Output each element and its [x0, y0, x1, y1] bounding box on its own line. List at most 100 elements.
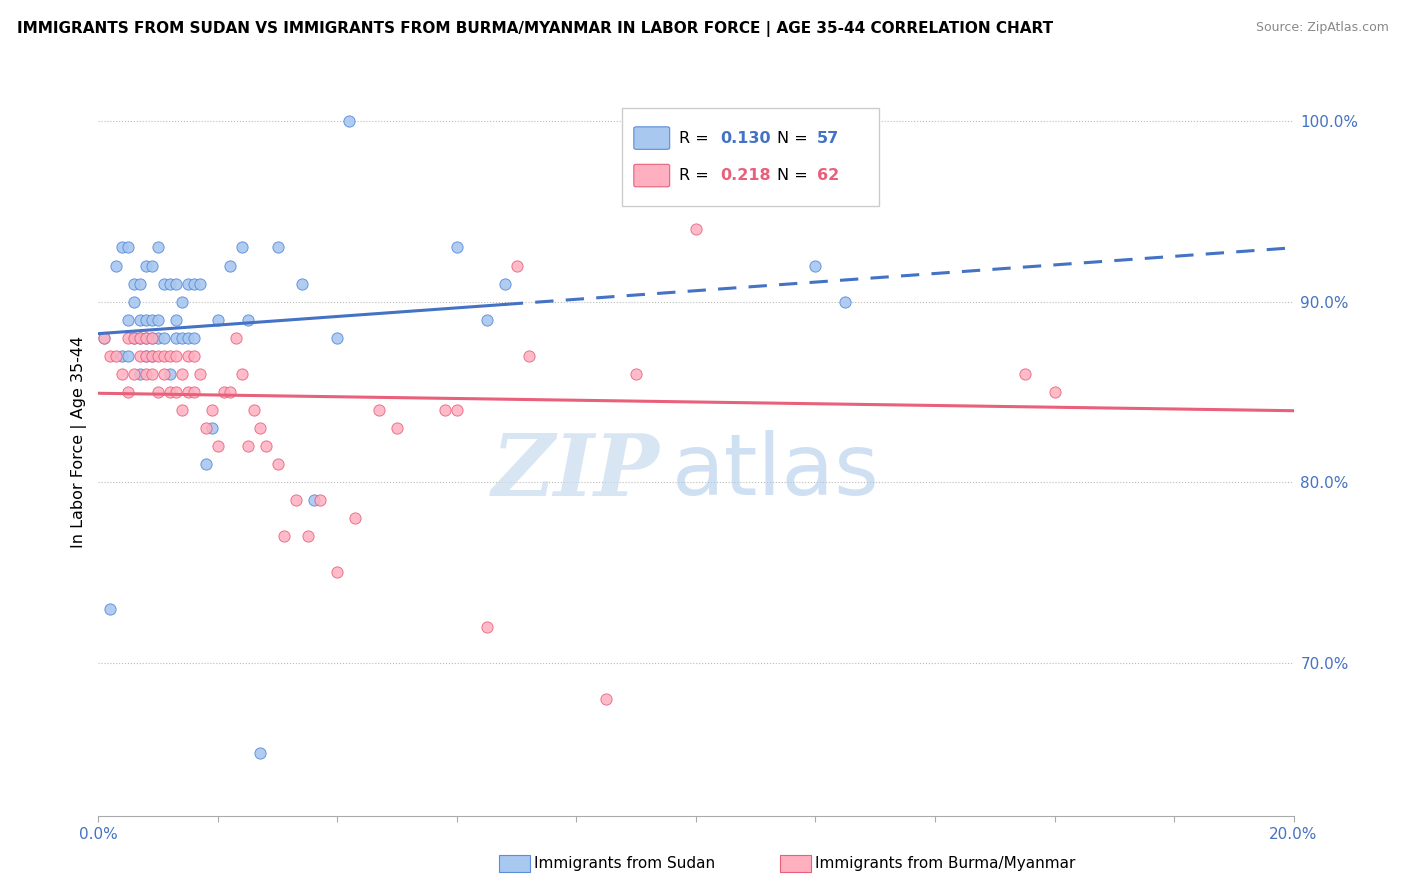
Point	[124, 331, 146, 345]
Point	[117, 349, 139, 363]
Point	[297, 529, 319, 543]
Point	[93, 331, 115, 345]
Point	[148, 384, 170, 399]
Text: ZIP: ZIP	[492, 430, 661, 513]
Point	[165, 349, 187, 363]
Point	[368, 403, 391, 417]
Point	[165, 277, 187, 291]
Point	[93, 331, 115, 345]
Point	[291, 277, 314, 291]
Point	[273, 529, 295, 543]
Point	[195, 421, 218, 435]
Point	[219, 259, 242, 273]
Point	[475, 619, 498, 633]
Point	[188, 277, 211, 291]
Point	[159, 384, 181, 399]
Point	[172, 367, 194, 381]
Point	[183, 349, 205, 363]
Point	[159, 367, 181, 381]
Point	[212, 384, 235, 399]
Point	[124, 331, 146, 345]
Point	[626, 367, 648, 381]
Point	[177, 331, 200, 345]
Point	[141, 331, 163, 345]
Point	[141, 349, 163, 363]
Point	[124, 294, 146, 309]
Point	[117, 240, 139, 254]
Point	[249, 746, 271, 760]
Point	[267, 457, 290, 471]
Point	[111, 240, 134, 254]
Point	[804, 259, 827, 273]
Point	[236, 312, 259, 326]
Point	[1014, 367, 1036, 381]
FancyBboxPatch shape	[621, 108, 879, 205]
Point	[177, 349, 200, 363]
Point	[834, 294, 856, 309]
Point	[135, 331, 157, 345]
Text: R =: R =	[679, 168, 714, 183]
Point	[172, 403, 194, 417]
Point	[98, 601, 122, 615]
Text: R =: R =	[679, 130, 714, 145]
Point	[141, 312, 163, 326]
Text: Immigrants from Sudan: Immigrants from Sudan	[534, 856, 716, 871]
Point	[434, 403, 457, 417]
Point	[135, 367, 157, 381]
Point	[129, 312, 152, 326]
Point	[129, 349, 152, 363]
Point	[446, 240, 468, 254]
Point	[129, 331, 152, 345]
Text: N =: N =	[778, 168, 813, 183]
Point	[177, 277, 200, 291]
Point	[385, 421, 409, 435]
Point	[201, 403, 224, 417]
Text: 62: 62	[817, 168, 839, 183]
Point	[207, 439, 229, 453]
Point	[231, 240, 253, 254]
Point	[153, 331, 176, 345]
Point	[124, 367, 146, 381]
Point	[302, 493, 325, 508]
Point	[105, 349, 128, 363]
Point	[165, 384, 187, 399]
Point	[117, 384, 139, 399]
Point	[117, 312, 139, 326]
Point	[148, 331, 170, 345]
Point	[165, 331, 187, 345]
FancyBboxPatch shape	[634, 164, 669, 186]
Point	[129, 367, 152, 381]
Text: Immigrants from Burma/Myanmar: Immigrants from Burma/Myanmar	[815, 856, 1076, 871]
Point	[148, 240, 170, 254]
Point	[111, 349, 134, 363]
Point	[308, 493, 330, 508]
Text: 0.218: 0.218	[720, 168, 770, 183]
Text: 57: 57	[817, 130, 839, 145]
Point	[165, 312, 187, 326]
Point	[105, 259, 128, 273]
Point	[225, 331, 247, 345]
Point	[207, 312, 229, 326]
Point	[172, 331, 194, 345]
Point	[159, 349, 181, 363]
Point	[177, 384, 200, 399]
Point	[172, 294, 194, 309]
Point	[129, 277, 152, 291]
Point	[188, 367, 211, 381]
Point	[129, 331, 152, 345]
Point	[135, 349, 157, 363]
Point	[141, 367, 163, 381]
Point	[243, 403, 266, 417]
Point	[135, 312, 157, 326]
Text: atlas: atlas	[672, 430, 880, 513]
Point	[254, 439, 277, 453]
Point	[517, 349, 540, 363]
Point	[475, 312, 498, 326]
Point	[135, 349, 157, 363]
Point	[1043, 384, 1066, 399]
Point	[326, 331, 349, 345]
Text: IMMIGRANTS FROM SUDAN VS IMMIGRANTS FROM BURMA/MYANMAR IN LABOR FORCE | AGE 35-4: IMMIGRANTS FROM SUDAN VS IMMIGRANTS FROM…	[17, 21, 1053, 37]
Point	[153, 349, 176, 363]
Point	[494, 277, 516, 291]
Text: Source: ZipAtlas.com: Source: ZipAtlas.com	[1256, 21, 1389, 34]
